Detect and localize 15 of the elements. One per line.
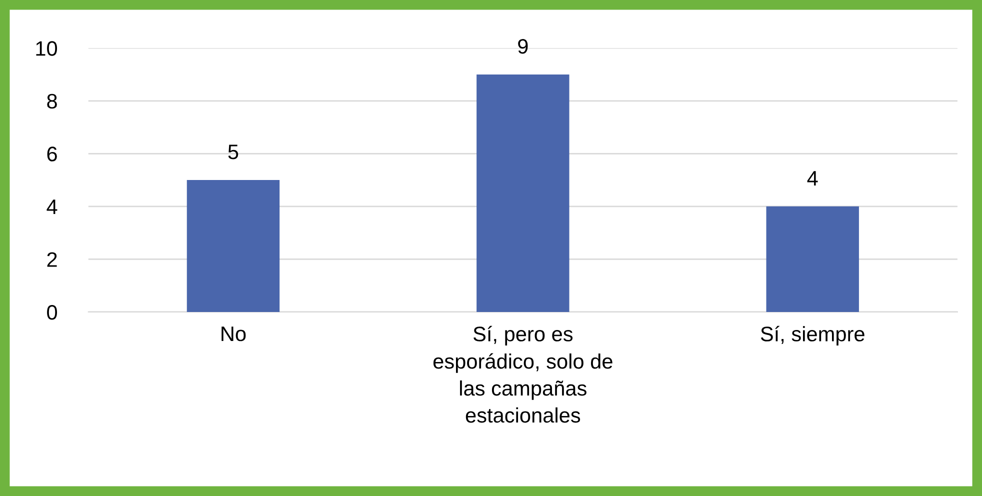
y-tick-label: 8 — [47, 94, 57, 109]
x-tick-label: Sí, pero es esporádico, solo de las campañas estacionales — [433, 326, 612, 423]
x-tick-label: No — [222, 326, 246, 342]
x-tick-label: Sí, siempre — [760, 326, 864, 346]
bar — [186, 180, 280, 312]
bar — [766, 206, 859, 312]
y-tick-label: 6 — [47, 146, 57, 162]
y-tick-label: 2 — [47, 252, 57, 267]
data-label: 9 — [518, 38, 528, 54]
data-label: 5 — [228, 144, 238, 160]
y-tick-label: 10 — [36, 41, 58, 56]
y-tick-label: 4 — [46, 200, 58, 214]
y-tick-label: 0 — [47, 304, 58, 320]
data-label: 4 — [807, 171, 818, 186]
bar — [476, 74, 570, 312]
